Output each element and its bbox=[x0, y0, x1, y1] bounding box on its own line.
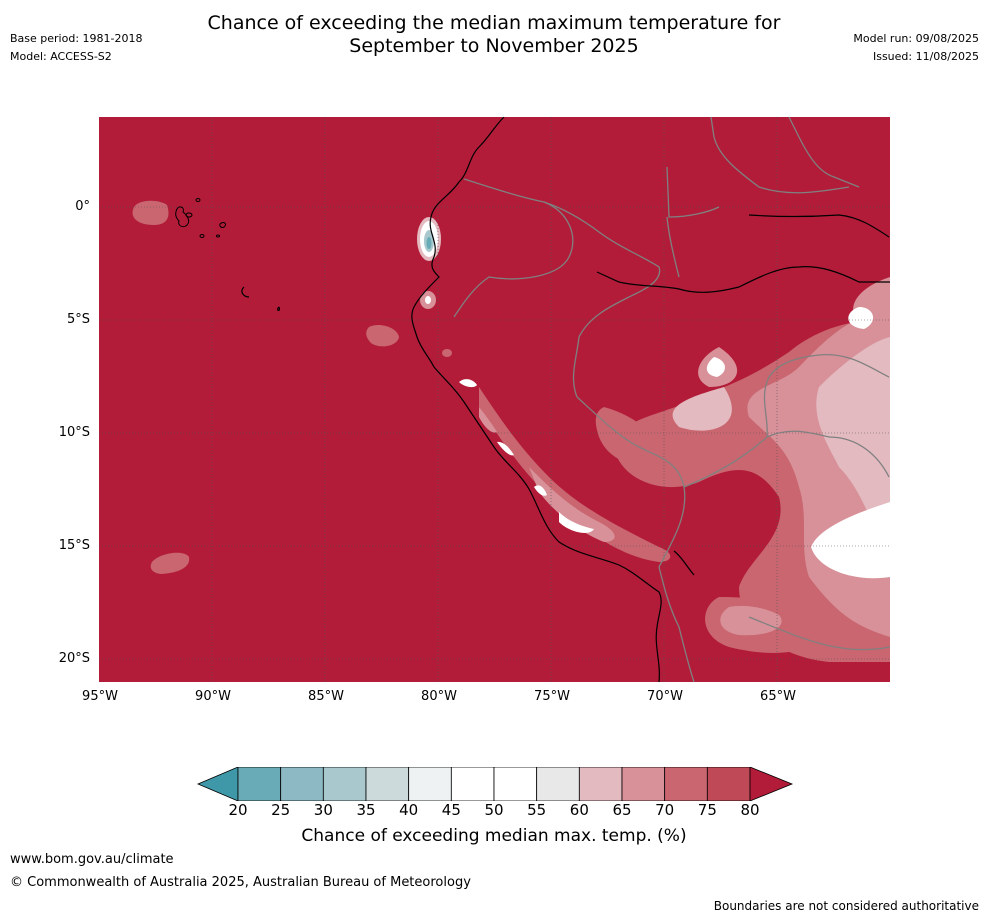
boundary-disclaimer: Boundaries are not considered authoritat… bbox=[713, 899, 979, 913]
colorbar-tick-label: 80 bbox=[740, 801, 760, 819]
copyright-notice: © Commonwealth of Australia 2025, Austra… bbox=[10, 875, 471, 890]
colorbar-cell bbox=[237, 767, 282, 801]
lat-label-20s: 20°S bbox=[58, 651, 90, 666]
colorbar-tick-label: 50 bbox=[484, 801, 504, 819]
colorbar-cell bbox=[280, 767, 324, 801]
issued-date: Issued: 11/08/2025 bbox=[872, 50, 979, 63]
lon-label-65w: 65°W bbox=[760, 689, 796, 704]
map-title: Chance of exceeding the median maximum t… bbox=[0, 12, 988, 58]
colorbar-tick-label: 65 bbox=[612, 801, 632, 819]
base-period: Base period: 1981-2018 bbox=[10, 32, 143, 45]
colorbar-cell bbox=[621, 767, 666, 801]
colorbar-label: Chance of exceeding median max. temp. (%… bbox=[301, 826, 687, 846]
country-borders bbox=[453, 117, 890, 682]
lat-label-15s: 15°S bbox=[58, 538, 90, 553]
website-url[interactable]: www.bom.gov.au/climate bbox=[10, 852, 174, 867]
colorbar-cell bbox=[450, 767, 495, 801]
colorbar-extend-high bbox=[749, 767, 794, 801]
lon-label-85w: 85°W bbox=[308, 689, 344, 704]
colorbar-cell bbox=[664, 767, 708, 801]
colorbar-tick-label: 25 bbox=[271, 801, 291, 819]
colorbar-cell bbox=[408, 767, 452, 801]
colorbar bbox=[196, 767, 794, 801]
lat-label-5s: 5°S bbox=[66, 312, 90, 327]
colorbar-tick-label: 40 bbox=[399, 801, 419, 819]
colorbar-tick-label: 30 bbox=[313, 801, 333, 819]
lat-label-10s: 10°S bbox=[58, 425, 90, 440]
lon-label-80w: 80°W bbox=[421, 689, 457, 704]
probability-map bbox=[99, 117, 890, 682]
coastline bbox=[241, 117, 890, 682]
colorbar-cell bbox=[493, 767, 538, 801]
colorbar-cell bbox=[578, 767, 623, 801]
colorbar-tick-label: 60 bbox=[569, 801, 589, 819]
colorbar-cell bbox=[536, 767, 580, 801]
colorbar-cell bbox=[365, 767, 410, 801]
lon-label-90w: 90°W bbox=[195, 689, 231, 704]
andean-coastal-band bbox=[459, 379, 671, 562]
colorbar-tick-label: 75 bbox=[697, 801, 717, 819]
model-run: Model run: 09/08/2025 bbox=[853, 32, 979, 45]
lon-label-70w: 70°W bbox=[647, 689, 683, 704]
lon-label-75w: 75°W bbox=[534, 689, 570, 704]
colorbar-extend-low bbox=[196, 767, 239, 801]
graticule bbox=[99, 117, 890, 682]
colorbar-tick-label: 45 bbox=[441, 801, 461, 819]
lon-label-95w: 95°W bbox=[82, 689, 118, 704]
colorbar-cell bbox=[322, 767, 367, 801]
colorbar-tick-label: 20 bbox=[228, 801, 248, 819]
colorbar-cells bbox=[196, 767, 794, 801]
model-name: Model: ACCESS-S2 bbox=[10, 50, 112, 63]
colorbar-tick-label: 35 bbox=[356, 801, 376, 819]
colorbar-tick-label: 55 bbox=[527, 801, 547, 819]
lower-probability-regions bbox=[595, 277, 890, 662]
galapagos-islands bbox=[175, 198, 226, 238]
map-title-line2: September to November 2025 bbox=[349, 35, 639, 57]
colorbar-tick-label: 70 bbox=[655, 801, 675, 819]
map-title-line1: Chance of exceeding the median maximum t… bbox=[207, 12, 781, 34]
colorbar-cell bbox=[706, 767, 751, 801]
lat-label-0: 0° bbox=[75, 199, 90, 214]
